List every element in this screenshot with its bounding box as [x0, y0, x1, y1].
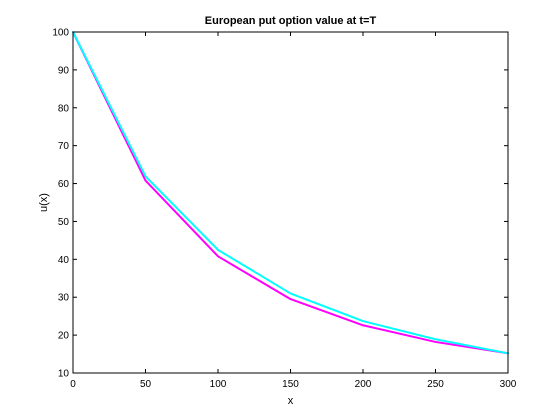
y-tick-label: 80 — [58, 103, 70, 114]
x-tick-label: 0 — [70, 379, 76, 390]
x-tick-label: 200 — [355, 379, 372, 390]
x-axis-label: x — [288, 395, 294, 407]
x-tick-label: 250 — [427, 379, 444, 390]
x-tick-label: 50 — [140, 379, 152, 390]
y-tick-label: 40 — [58, 255, 70, 266]
y-tick-label: 60 — [58, 179, 70, 190]
x-tick-label: 150 — [282, 379, 299, 390]
series-line-2 — [72, 31, 509, 355]
y-tick-label: 20 — [58, 331, 70, 342]
y-tick-label: 100 — [52, 28, 69, 39]
x-tick-label: 300 — [500, 379, 517, 390]
y-tick-label: 30 — [58, 293, 70, 304]
y-tick-label: 70 — [58, 141, 70, 152]
y-tick-label: 50 — [58, 217, 70, 228]
y-axis: 10 20 30 40 50 60 70 80 90 100 — [52, 28, 508, 380]
x-tick-label: 100 — [210, 379, 227, 390]
y-tick-label: 10 — [58, 369, 70, 380]
series-layer — [72, 31, 509, 355]
y-axis-label: u(x) — [38, 193, 50, 212]
y-tick-label: 90 — [58, 65, 70, 76]
series-line-1 — [72, 31, 509, 355]
x-axis: 0 50 100 150 200 250 300 — [70, 32, 517, 390]
chart-title: European put option value at t=T — [205, 15, 377, 27]
